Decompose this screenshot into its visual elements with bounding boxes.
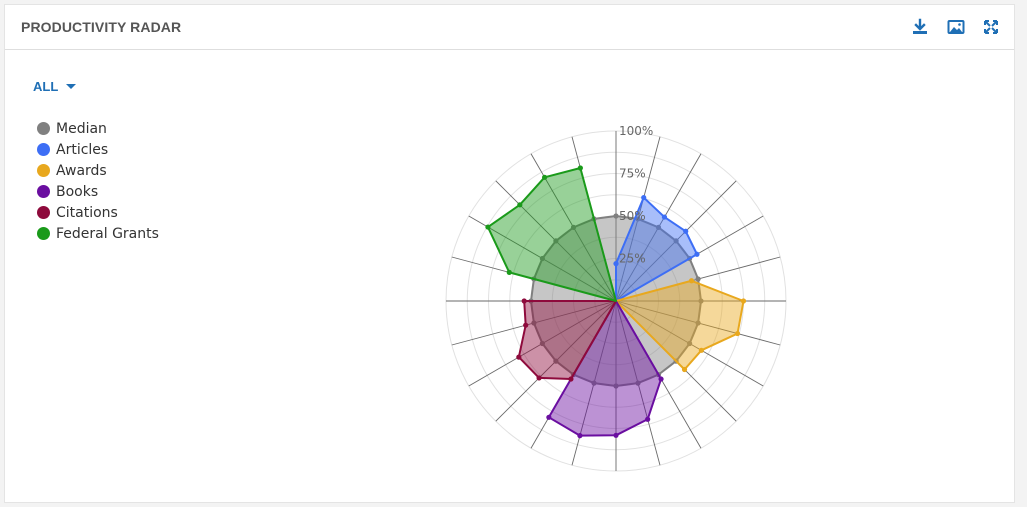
data-point-median [687, 340, 693, 347]
legend-item-awards[interactable]: Awards [37, 160, 159, 181]
data-point-median [553, 238, 559, 244]
data-point-articles [613, 261, 619, 267]
data-point-federal-grants [506, 269, 512, 276]
data-point-federal-grants [517, 202, 523, 208]
data-point-median [613, 213, 619, 219]
data-point-articles [694, 251, 700, 257]
radar-chart: 25% 50% 75% 100% [445, 124, 787, 472]
data-point-median [673, 238, 679, 244]
legend-label-articles: Articles [56, 141, 109, 158]
data-point-median [591, 380, 597, 386]
legend-item-federal-grants[interactable]: Federal Grants [37, 223, 159, 244]
series-area-federal-grants [486, 166, 617, 302]
data-point-median [655, 224, 662, 230]
data-point-citations [523, 322, 529, 328]
data-point-median [570, 224, 577, 230]
data-point-federal-grants [542, 174, 548, 180]
data-point-citations [568, 376, 574, 382]
data-point-median [635, 216, 641, 222]
download-icon[interactable] [911, 18, 929, 36]
data-point-citations [521, 298, 527, 304]
data-point-federal-grants [485, 224, 491, 230]
data-point-median [539, 255, 545, 262]
data-point-median [553, 358, 559, 364]
data-point-median [531, 320, 537, 326]
radial-tick-label: 75% [619, 167, 646, 181]
productivity-radar-panel: PRODUCTIVITY RADAR ALL Median [4, 4, 1015, 503]
legend-dot-federal-grants [37, 227, 50, 240]
legend-item-citations[interactable]: Citations [37, 202, 159, 223]
data-point-citations [516, 354, 522, 360]
legend-label-awards: Awards [56, 162, 107, 179]
data-point-median [635, 380, 641, 386]
legend-label-books: Books [56, 183, 99, 200]
data-point-citations [536, 375, 542, 381]
legend-label-median: Median [56, 120, 107, 137]
legend-label-federal-grants: Federal Grants [56, 225, 159, 242]
chevron-down-icon [66, 84, 77, 89]
legend-dot-articles [37, 143, 50, 156]
legend-dot-awards [37, 164, 50, 177]
data-point-awards [698, 347, 704, 353]
legend-dot-citations [37, 206, 50, 219]
image-icon[interactable] [947, 18, 965, 36]
data-point-median [695, 276, 701, 282]
legend-item-books[interactable]: Books [37, 181, 159, 202]
data-point-articles [683, 228, 689, 234]
panel-title: PRODUCTIVITY RADAR [21, 19, 182, 35]
expand-icon[interactable] [982, 18, 1000, 36]
data-point-articles [641, 194, 647, 201]
data-point-median [613, 383, 619, 389]
data-point-median [695, 320, 701, 326]
legend-dot-median [37, 122, 50, 135]
data-point-median [698, 298, 704, 304]
legend-item-articles[interactable]: Articles [37, 139, 159, 160]
data-point-median [539, 340, 545, 347]
filter-label: ALL [33, 79, 59, 94]
legend-dot-books [37, 185, 50, 198]
panel-header: PRODUCTIVITY RADAR [5, 5, 1014, 50]
data-point-awards [688, 278, 695, 284]
data-point-books [645, 416, 651, 422]
data-point-awards [734, 330, 741, 337]
data-point-books [658, 376, 664, 382]
data-point-awards [681, 366, 688, 373]
data-point-books [613, 432, 619, 438]
legend-label-citations: Citations [56, 204, 118, 221]
legend: Median Articles Awards Books Citations F… [37, 118, 159, 244]
filter-dropdown[interactable]: ALL [33, 79, 77, 94]
radial-tick-label: 50% [619, 209, 646, 223]
data-point-awards [740, 298, 747, 304]
data-point-books [577, 433, 583, 439]
data-point-federal-grants [577, 165, 583, 171]
data-point-articles [661, 214, 668, 220]
legend-item-median[interactable]: Median [37, 118, 159, 139]
radial-tick-label: 100% [619, 124, 653, 138]
radial-tick-label: 25% [619, 252, 646, 266]
data-point-books [546, 414, 552, 420]
